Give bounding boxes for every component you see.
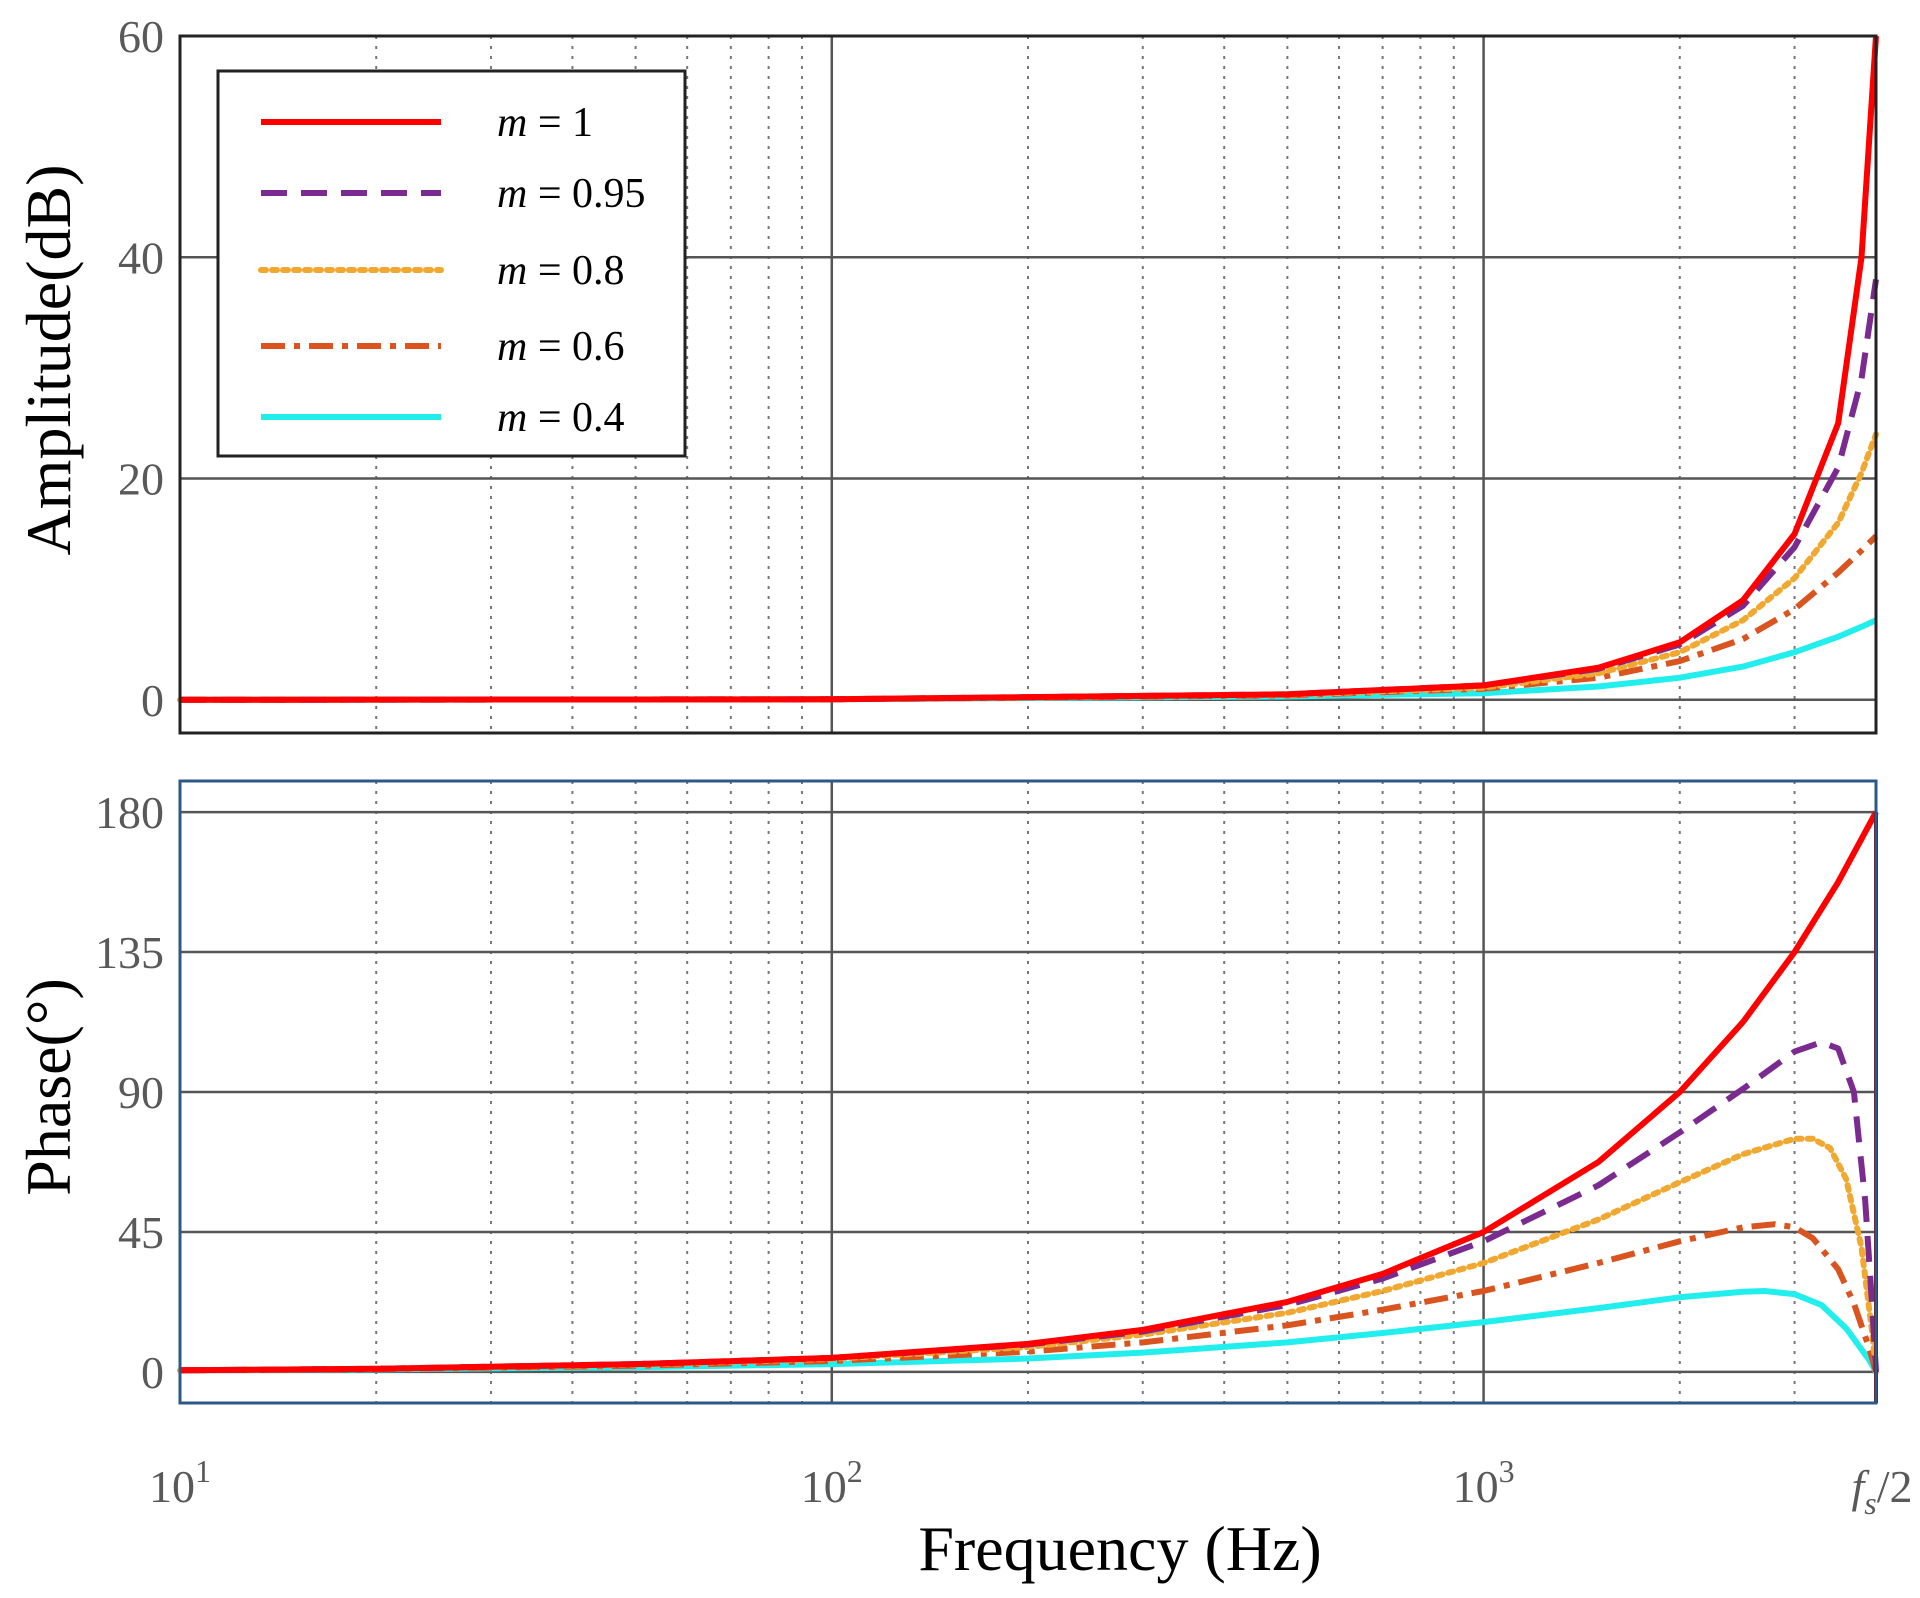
phase-ytick-label: 135 bbox=[95, 927, 164, 978]
amplitude-ytick-label: 0 bbox=[141, 675, 164, 726]
legend-entry: m = 1 bbox=[261, 100, 593, 146]
x-tick-label: 103 bbox=[1453, 1453, 1515, 1512]
legend-label: m = 0.4 bbox=[497, 395, 625, 441]
amplitude-series-m-1 bbox=[179, 35, 1879, 703]
phase-plot-frame bbox=[178, 779, 1878, 1405]
amplitude-plot-frame bbox=[178, 34, 1878, 735]
x-tick-label: 101 bbox=[149, 1453, 211, 1512]
legend-box bbox=[216, 69, 687, 458]
amplitude-ytick-label: 20 bbox=[118, 454, 164, 505]
phase-series-m-0-6 bbox=[179, 1221, 1879, 1374]
phase-series-m-0-4 bbox=[179, 1288, 1879, 1374]
legend-label: m = 0.8 bbox=[497, 248, 625, 294]
legend-label: m = 0.6 bbox=[497, 324, 625, 370]
phase-grid bbox=[180, 781, 1876, 1403]
legend-entry: m = 0.4 bbox=[261, 395, 625, 441]
x-tick-label: 102 bbox=[801, 1453, 863, 1512]
phase-y-label: Phase(°) bbox=[13, 978, 84, 1196]
phase-ytick-label: 45 bbox=[118, 1207, 164, 1258]
amplitude-series-m-0-6 bbox=[179, 533, 1879, 703]
amplitude-ytick-label: 40 bbox=[118, 232, 164, 283]
legend-entry: m = 0.6 bbox=[261, 324, 625, 370]
amplitude-ytick-label: 60 bbox=[118, 11, 164, 62]
phase-ytick-label: 180 bbox=[95, 787, 164, 838]
amplitude-y-label: Amplitude(dB) bbox=[13, 164, 84, 555]
legend-label: m = 1 bbox=[497, 100, 593, 146]
x-end-tick-label: fs/2 bbox=[1851, 1461, 1912, 1521]
x-axis-label: Frequency (Hz) bbox=[918, 1513, 1321, 1584]
legend-label: m = 0.95 bbox=[497, 171, 646, 217]
x-axis-ticks: 101 102 103 bbox=[149, 1453, 1515, 1512]
phase-series-lines bbox=[177, 810, 1879, 1403]
legend-entry: m = 0.8 bbox=[258, 248, 625, 294]
phase-y-ticks: 0 45 90 135 180 bbox=[95, 787, 164, 1398]
legend-entry: m = 0.95 bbox=[261, 171, 646, 217]
phase-series-m-1 bbox=[179, 810, 1879, 1374]
phase-ytick-label: 90 bbox=[118, 1067, 164, 1118]
amplitude-series-lines bbox=[177, 35, 1879, 703]
phase-ytick-label: 0 bbox=[141, 1347, 164, 1398]
amplitude-y-ticks: 0 20 40 60 bbox=[118, 11, 164, 726]
legend: m = 1 m = 0.95 m = 0.8 m = 0.6 m = 0.4 bbox=[216, 69, 687, 458]
